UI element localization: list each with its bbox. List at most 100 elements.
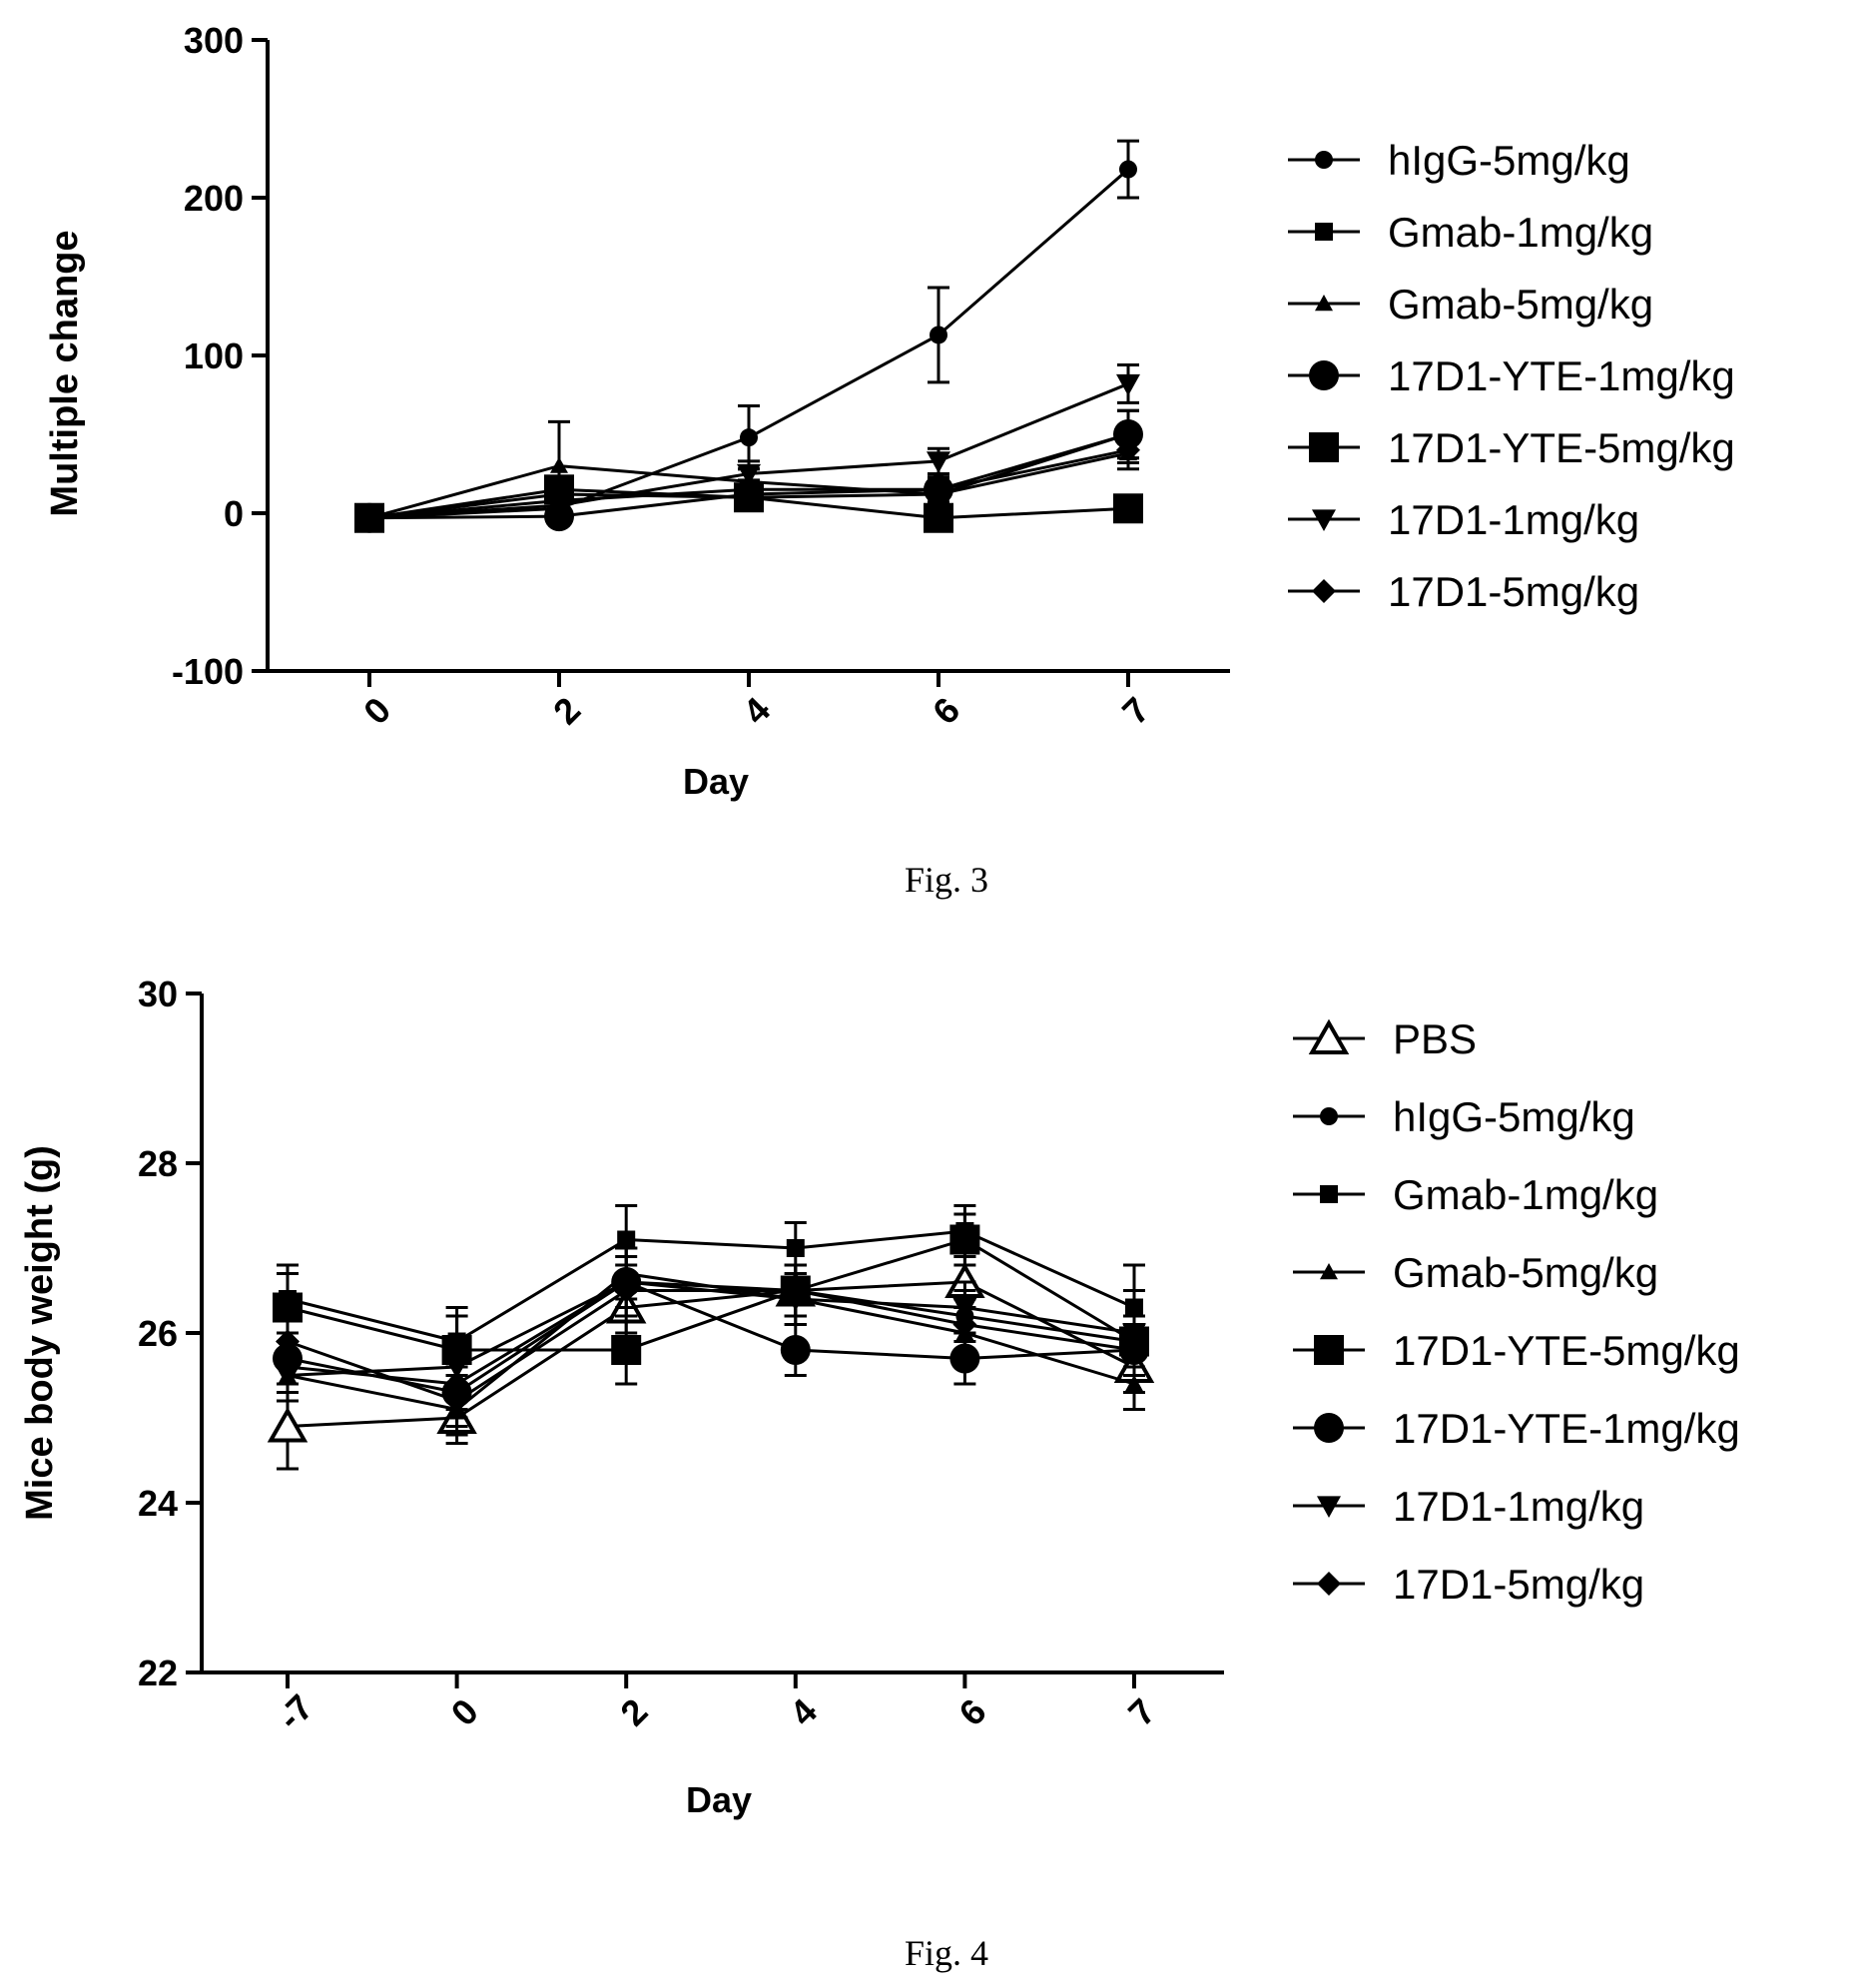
data-point xyxy=(927,477,950,502)
legend-marker xyxy=(1320,1263,1338,1280)
series-line xyxy=(287,1237,1135,1352)
data-point xyxy=(952,1312,977,1337)
legend-marker xyxy=(1317,1572,1341,1596)
series-line xyxy=(287,1229,1135,1344)
series-line xyxy=(287,1280,1135,1428)
y-tick-label: -100 xyxy=(172,651,244,692)
data-point xyxy=(1116,437,1140,462)
legend-label: PBS xyxy=(1393,1015,1477,1062)
legend-label: Gmab-1mg/kg xyxy=(1393,1171,1658,1218)
legend-item: PBS xyxy=(1293,1015,1477,1062)
legend-item: hIgG-5mg/kg xyxy=(1293,1093,1635,1140)
data-point xyxy=(949,1224,980,1255)
legend-label: Gmab-1mg/kg xyxy=(1388,209,1653,256)
x-tick-label: 4 xyxy=(782,1690,825,1733)
x-tick-label: 0 xyxy=(355,689,398,732)
legend-item: 17D1-YTE-1mg/kg xyxy=(1293,1405,1740,1452)
data-point xyxy=(1125,1375,1143,1392)
chart-fig3-series-layer xyxy=(354,139,1143,533)
y-tick-label: 24 xyxy=(138,1483,178,1524)
data-point xyxy=(444,1389,469,1413)
x-tick-label: 0 xyxy=(443,1690,486,1733)
y-tick-label: 0 xyxy=(224,493,244,534)
legend-marker xyxy=(1312,579,1336,603)
legend-marker xyxy=(1309,432,1339,462)
chart-fig3-xlabel: Day xyxy=(683,761,749,802)
x-tick-label: 7 xyxy=(1114,689,1157,732)
x-tick-label: 2 xyxy=(545,689,588,732)
y-tick-label: 100 xyxy=(184,335,244,376)
legend-label: 17D1-YTE-1mg/kg xyxy=(1388,352,1735,399)
legend-marker xyxy=(1320,1107,1338,1125)
y-tick-label: 26 xyxy=(138,1313,178,1354)
legend-label: 17D1-YTE-1mg/kg xyxy=(1393,1405,1740,1452)
legend-item: 17D1-YTE-1mg/kg xyxy=(1288,352,1735,399)
chart-fig4-legend: PBS hIgG-5mg/kg Gmab-1mg/kg Gmab-5mg/kg 17D1… xyxy=(1293,1015,1740,1608)
legend-item: 17D1-YTE-5mg/kg xyxy=(1293,1327,1740,1374)
data-point xyxy=(780,1335,811,1365)
data-point xyxy=(1113,419,1143,449)
data-point xyxy=(1119,160,1137,179)
x-tick-label: 2 xyxy=(612,1690,655,1733)
chart-fig3-ylabel: Multiple change xyxy=(44,230,86,516)
chart-fig4-xlabel: Day xyxy=(686,1779,752,1820)
data-point xyxy=(357,505,381,530)
data-point xyxy=(783,1278,808,1303)
legend-marker xyxy=(1317,1496,1341,1518)
data-point xyxy=(617,1230,636,1249)
legend-item: Gmab-5mg/kg xyxy=(1288,281,1653,328)
data-point xyxy=(740,428,758,447)
legend-item: Gmab-5mg/kg xyxy=(1293,1249,1658,1296)
y-tick-label: 200 xyxy=(184,178,244,219)
x-tick-label: 4 xyxy=(735,689,778,732)
legend-marker xyxy=(1312,509,1336,531)
legend-label: Gmab-5mg/kg xyxy=(1393,1249,1658,1296)
chart-fig4-ylabel: Mice body weight (g) xyxy=(19,1145,61,1521)
data-point xyxy=(930,326,947,344)
legend-marker xyxy=(1314,1335,1344,1365)
legend-marker xyxy=(1309,360,1339,390)
legend-label: 17D1-5mg/kg xyxy=(1388,568,1639,615)
legend-item: Gmab-1mg/kg xyxy=(1293,1171,1658,1218)
chart-fig4-series-layer xyxy=(267,1204,1155,1471)
legend-marker xyxy=(1315,223,1333,241)
series-line xyxy=(287,1280,1135,1395)
y-tick-label: 300 xyxy=(184,20,244,61)
data-point xyxy=(1122,1338,1146,1362)
chart-fig3-legend: hIgG-5mg/kg Gmab-1mg/kg Gmab-5mg/kg 17D1-YT… xyxy=(1288,137,1735,615)
series-line xyxy=(287,1289,1135,1403)
legend-marker xyxy=(1315,151,1333,169)
series-17D1-5mg/kg xyxy=(357,435,1140,530)
legend-label: 17D1-5mg/kg xyxy=(1393,1561,1644,1608)
legend-item: 17D1-1mg/kg xyxy=(1293,1483,1644,1530)
legend-item: Gmab-1mg/kg xyxy=(1288,209,1653,256)
data-point xyxy=(1116,373,1140,396)
legend-marker xyxy=(1308,1018,1350,1054)
legend-label: Gmab-5mg/kg xyxy=(1388,281,1653,328)
chart-fig4-caption: Fig. 4 xyxy=(905,1933,988,1973)
legend-item: 17D1-1mg/kg xyxy=(1288,496,1639,543)
legend-label: 17D1-YTE-5mg/kg xyxy=(1393,1327,1740,1374)
legend-item: 17D1-5mg/kg xyxy=(1288,568,1639,615)
data-point xyxy=(276,1365,300,1388)
data-point xyxy=(924,502,953,533)
legend-label: 17D1-1mg/kg xyxy=(1388,496,1639,543)
data-point xyxy=(614,1278,639,1303)
data-point xyxy=(550,456,568,473)
chart-fig3-axes: -100 0 100 200 300 0 2 4 6 7 xyxy=(172,20,1230,732)
legend-label: hIgG-5mg/kg xyxy=(1393,1093,1635,1140)
series-17D1-5mg/kg xyxy=(276,1263,1146,1428)
data-point xyxy=(611,1335,642,1365)
data-point xyxy=(927,451,950,473)
legend-marker xyxy=(1314,1413,1344,1443)
data-point xyxy=(786,1239,805,1257)
series-Gmab-5mg/kg xyxy=(277,1246,1145,1437)
data-point xyxy=(267,1407,309,1443)
x-tick-label: 6 xyxy=(950,1690,993,1733)
y-tick-label: 22 xyxy=(138,1653,178,1693)
legend-marker xyxy=(1315,295,1333,312)
legend-item: hIgG-5mg/kg xyxy=(1288,137,1630,184)
series-line xyxy=(287,1271,1135,1412)
data-point xyxy=(547,488,571,513)
